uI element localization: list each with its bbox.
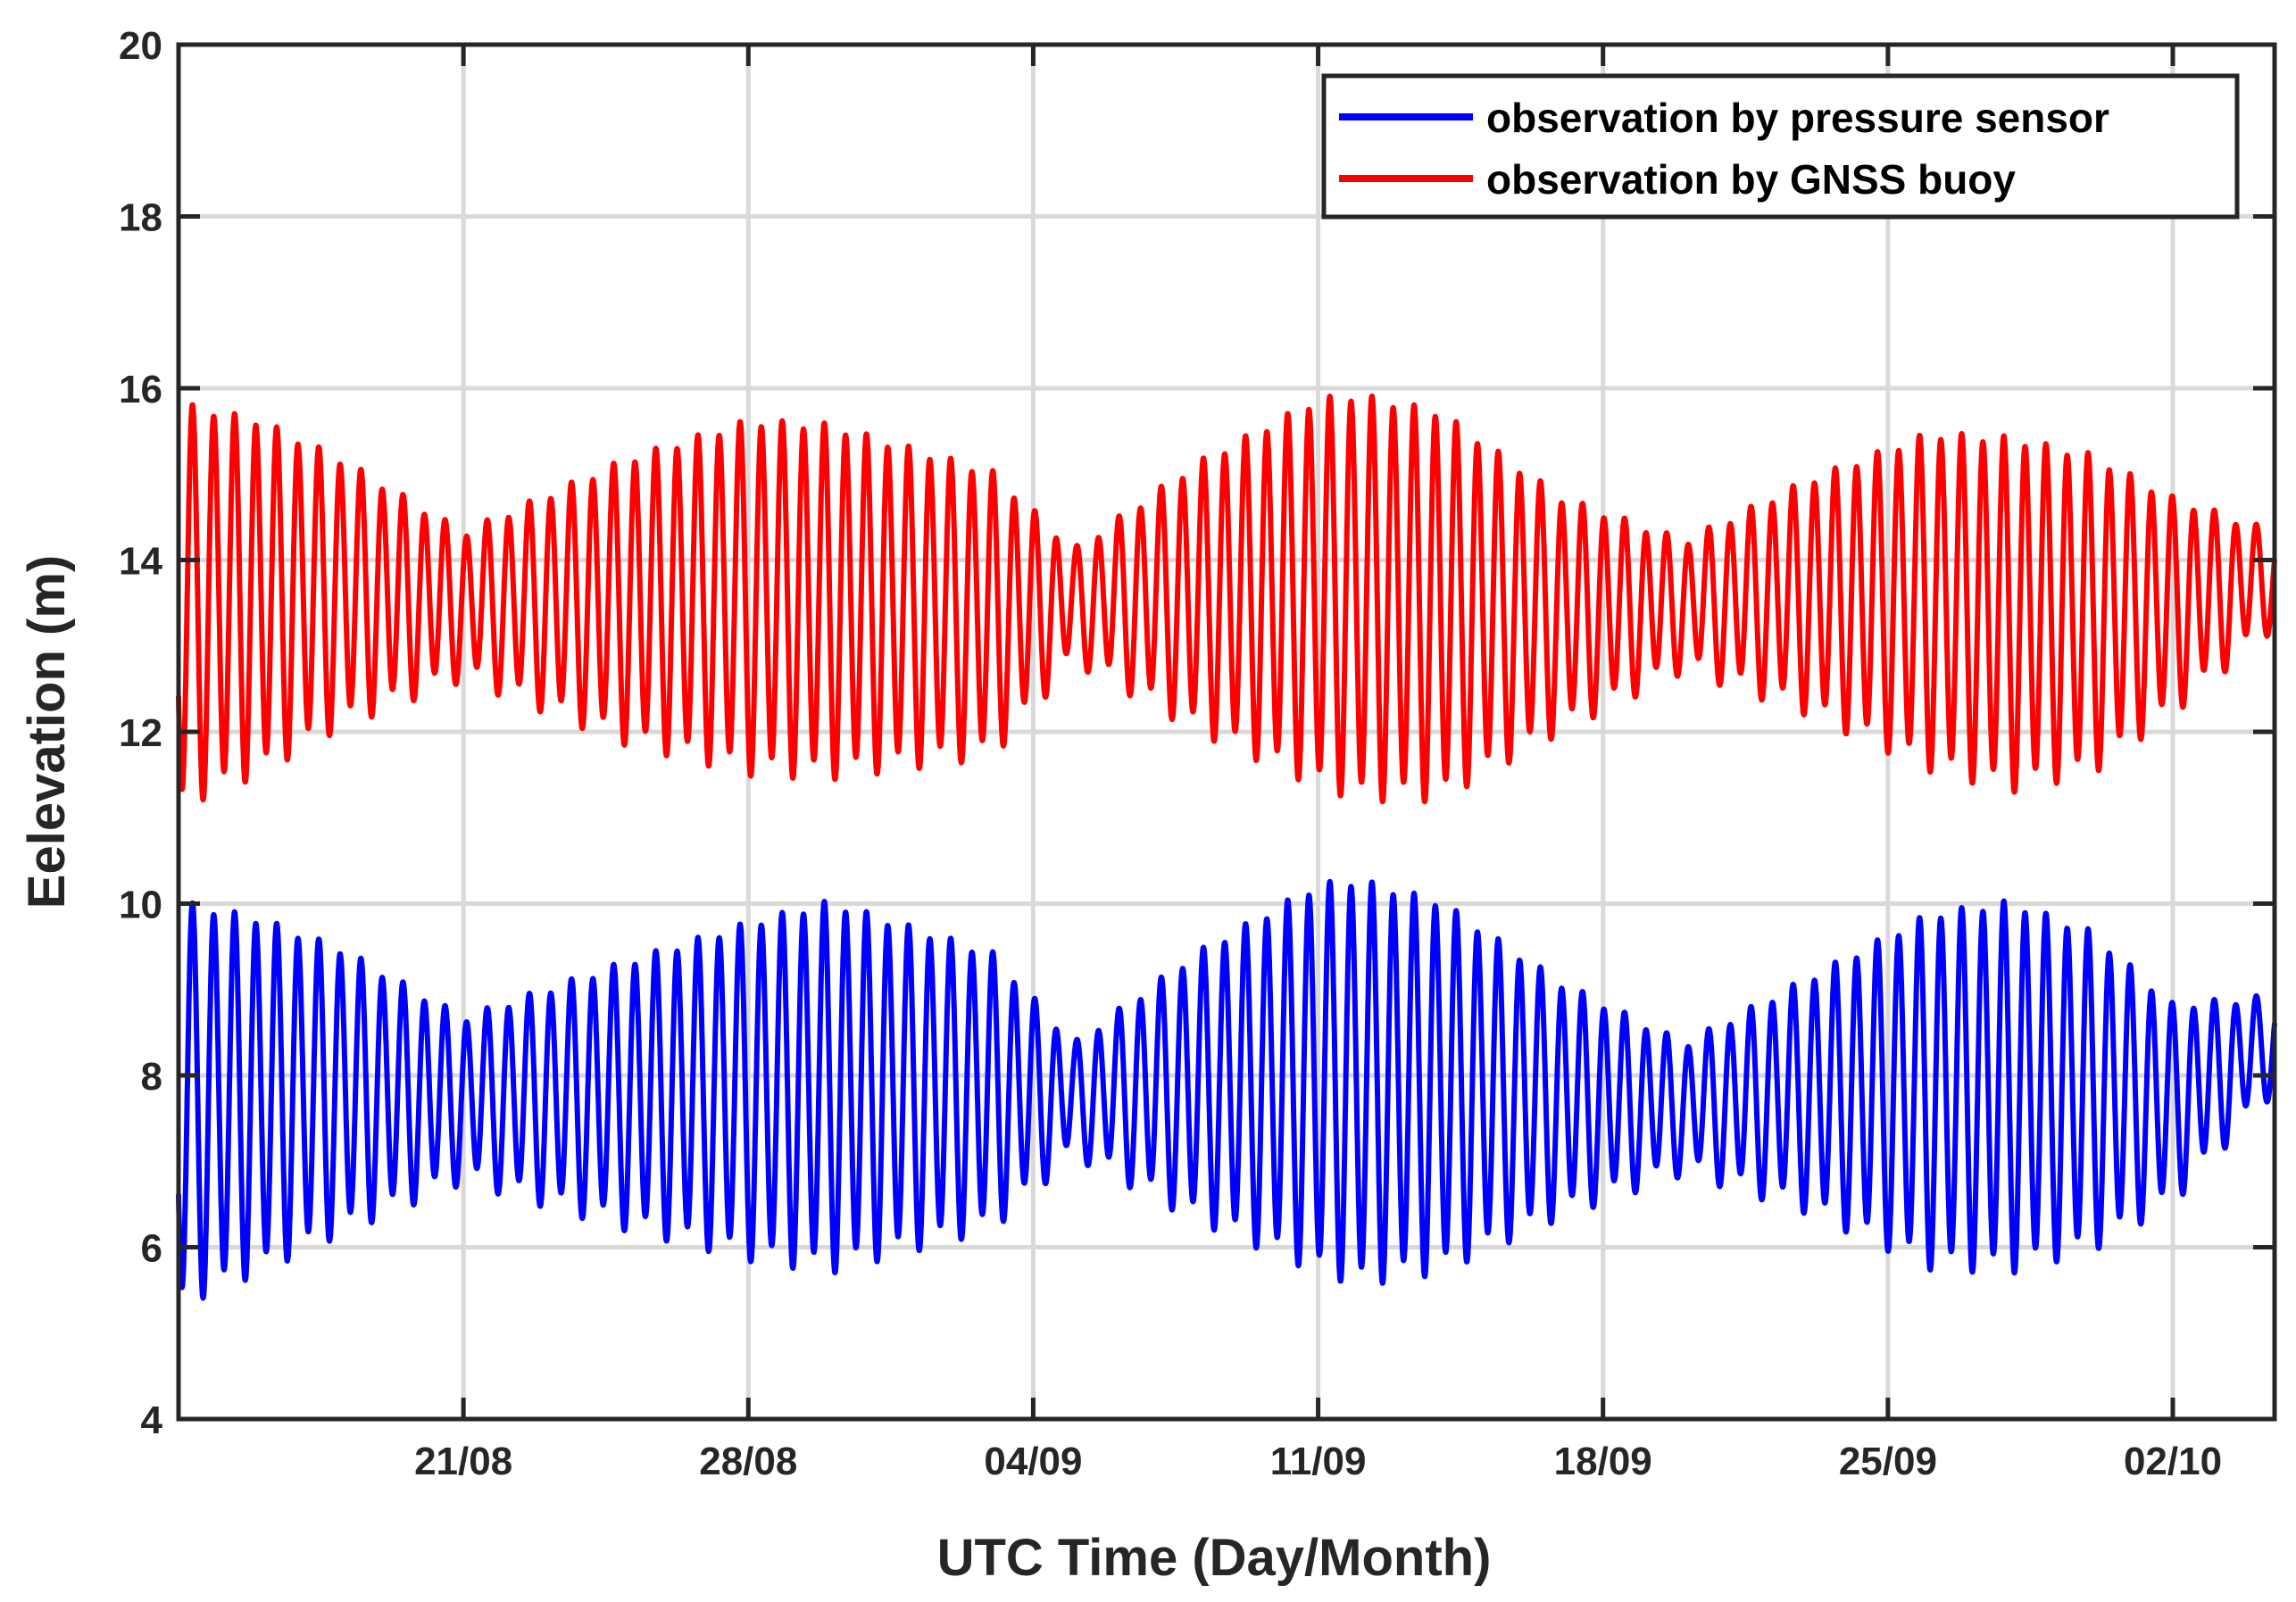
x-tick-label: 18/09 [1554,1440,1652,1483]
legend-label-gnss: observation by GNSS buoy [1486,156,2016,203]
series-line-pressure-sensor [176,878,2277,1301]
x-tick-label: 02/10 [2124,1440,2222,1483]
x-tick-label: 25/09 [1839,1440,1937,1483]
legend-label-pressure: observation by pressure sensor [1486,95,2109,141]
y-tick-label: 6 [141,1227,162,1271]
y-tick-label: 4 [141,1399,163,1442]
y-tick-label: 16 [119,368,162,411]
y-axis-label: Eelevation (m) [18,555,76,909]
series-line-gnss-buoy [176,393,2277,805]
x-axis-label: UTC Time (Day/Month) [937,1529,1492,1587]
y-tick-label: 12 [119,711,162,755]
x-tick-label: 21/08 [414,1440,512,1483]
y-tick-label: 18 [119,196,162,240]
y-tick-label: 20 [119,24,162,68]
legend-box [1321,73,2240,220]
x-tick-label: 28/08 [699,1440,797,1483]
y-tick-label: 8 [141,1055,162,1099]
y-tick-label: 10 [119,884,162,927]
x-tick-label: 11/09 [1270,1440,1367,1483]
ticks: 4 6 8 10 12 14 16 18 20 21/08 28/08 04/09 11/09 18/09… [119,24,2275,1483]
y-tick-label: 14 [119,540,162,584]
x-tick-label: 04/09 [984,1440,1082,1483]
series-layer [176,393,2277,1301]
legend: observation by pressure sensor observati… [1321,73,2240,220]
